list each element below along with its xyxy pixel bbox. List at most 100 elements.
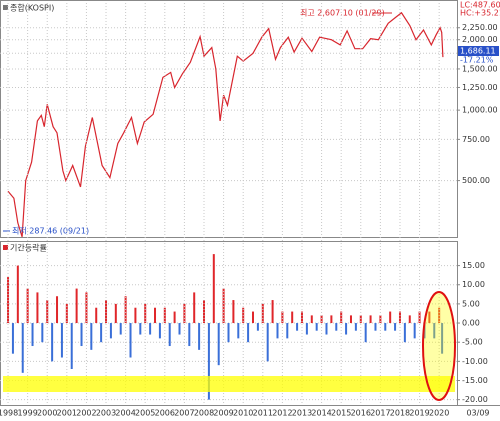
x-tick-label: 2008 — [194, 409, 214, 418]
x-tick-label: 2013 — [292, 409, 312, 418]
bar — [168, 323, 171, 347]
bar — [276, 323, 279, 339]
y-tick-label: 1,000.00 — [462, 106, 498, 115]
bar — [114, 303, 117, 324]
y-tick-label: -15.00 — [462, 376, 488, 385]
bar — [193, 292, 196, 324]
bar — [335, 323, 338, 331]
bar — [95, 307, 98, 324]
y-tick-label: 15.00 — [462, 261, 485, 270]
bar — [56, 296, 59, 324]
bar — [70, 323, 73, 369]
bar — [251, 311, 254, 324]
x-tick-label: 2004 — [115, 409, 135, 418]
y-tick-label: 2,250.00 — [462, 23, 498, 32]
bar — [227, 323, 230, 343]
bar — [408, 315, 411, 324]
bar — [222, 288, 225, 324]
bar — [403, 323, 406, 343]
bar — [65, 303, 68, 324]
bar — [320, 315, 323, 324]
y-tick-label: 1,500.00 — [462, 64, 498, 73]
bar — [105, 300, 108, 324]
x-tick-label: 2020 — [429, 409, 449, 418]
bar — [75, 288, 78, 324]
x-tick-label: 2014 — [311, 409, 331, 418]
bar — [173, 311, 176, 324]
bar — [217, 323, 220, 366]
bar — [369, 315, 372, 324]
bar — [41, 323, 44, 343]
side-label: LC:487.60 — [460, 1, 500, 10]
annotation: 최고 2,607.10 (01/29) — [300, 8, 385, 18]
bar — [16, 265, 19, 324]
x-tick-label: 2018 — [390, 409, 410, 418]
bar — [256, 323, 259, 331]
bar — [281, 311, 284, 324]
title-marker — [3, 5, 8, 10]
y-tick-label: -5.00 — [462, 338, 483, 347]
x-tick-label: 1999 — [17, 409, 37, 418]
bar — [394, 323, 397, 331]
bar — [433, 323, 436, 339]
bar — [261, 303, 264, 324]
side-label: -17.21% — [460, 56, 494, 65]
bar — [286, 323, 289, 339]
bar — [441, 323, 444, 354]
price-panel — [0, 0, 458, 238]
bar — [26, 288, 29, 324]
bar — [90, 323, 93, 350]
bar — [305, 323, 308, 335]
bar — [60, 323, 63, 358]
bar — [198, 323, 201, 350]
bar — [398, 311, 401, 324]
bar — [266, 323, 269, 362]
y-tick-label: 0.00 — [462, 319, 480, 328]
bar — [154, 307, 157, 324]
x-tick-label: 2019 — [409, 409, 429, 418]
x-tick-label: 2015 — [331, 409, 351, 418]
side-label: 1,686.11 — [460, 47, 496, 56]
bar — [188, 323, 191, 347]
panel-title: 기간등락률 — [10, 243, 47, 253]
panel-title: 종합(KOSPI) — [10, 4, 54, 13]
y-tick-label: 1,250.00 — [462, 83, 498, 92]
y-tick-label: -10.00 — [462, 357, 488, 366]
bar — [237, 323, 240, 339]
bar — [21, 323, 24, 373]
x-tick-label: 2010 — [233, 409, 253, 418]
x-tick-label: 2012 — [272, 409, 292, 418]
y-tick-label: -20.00 — [462, 395, 488, 404]
bar — [100, 323, 103, 343]
bar — [109, 323, 112, 339]
bar — [325, 323, 328, 335]
bar — [178, 323, 181, 335]
bar — [418, 311, 421, 324]
bar — [139, 323, 142, 335]
bar — [310, 315, 313, 324]
bar — [158, 323, 161, 339]
x-tick-label: 2007 — [174, 409, 194, 418]
bar — [296, 323, 299, 331]
x-tick-label: 2002 — [76, 409, 96, 418]
bar — [379, 315, 382, 324]
bar — [389, 311, 392, 324]
title-marker — [3, 245, 8, 250]
x-tick-label: 2003 — [96, 409, 116, 418]
x-tick-label: 2001 — [57, 409, 77, 418]
annotation: 최저 287.46 (09/21) — [12, 226, 89, 236]
bar — [134, 307, 137, 324]
y-tick-label: 750.00 — [462, 135, 490, 144]
bar — [330, 315, 333, 324]
y-tick-label: 2,000.00 — [462, 35, 498, 44]
bar — [232, 300, 235, 324]
bar — [36, 292, 39, 324]
bar — [149, 323, 152, 335]
bar — [349, 315, 352, 324]
bar — [207, 323, 210, 400]
y-tick-label: 500.00 — [462, 176, 490, 185]
x-tick-label: 2005 — [135, 409, 155, 418]
bar — [374, 323, 377, 331]
bar — [428, 311, 431, 324]
